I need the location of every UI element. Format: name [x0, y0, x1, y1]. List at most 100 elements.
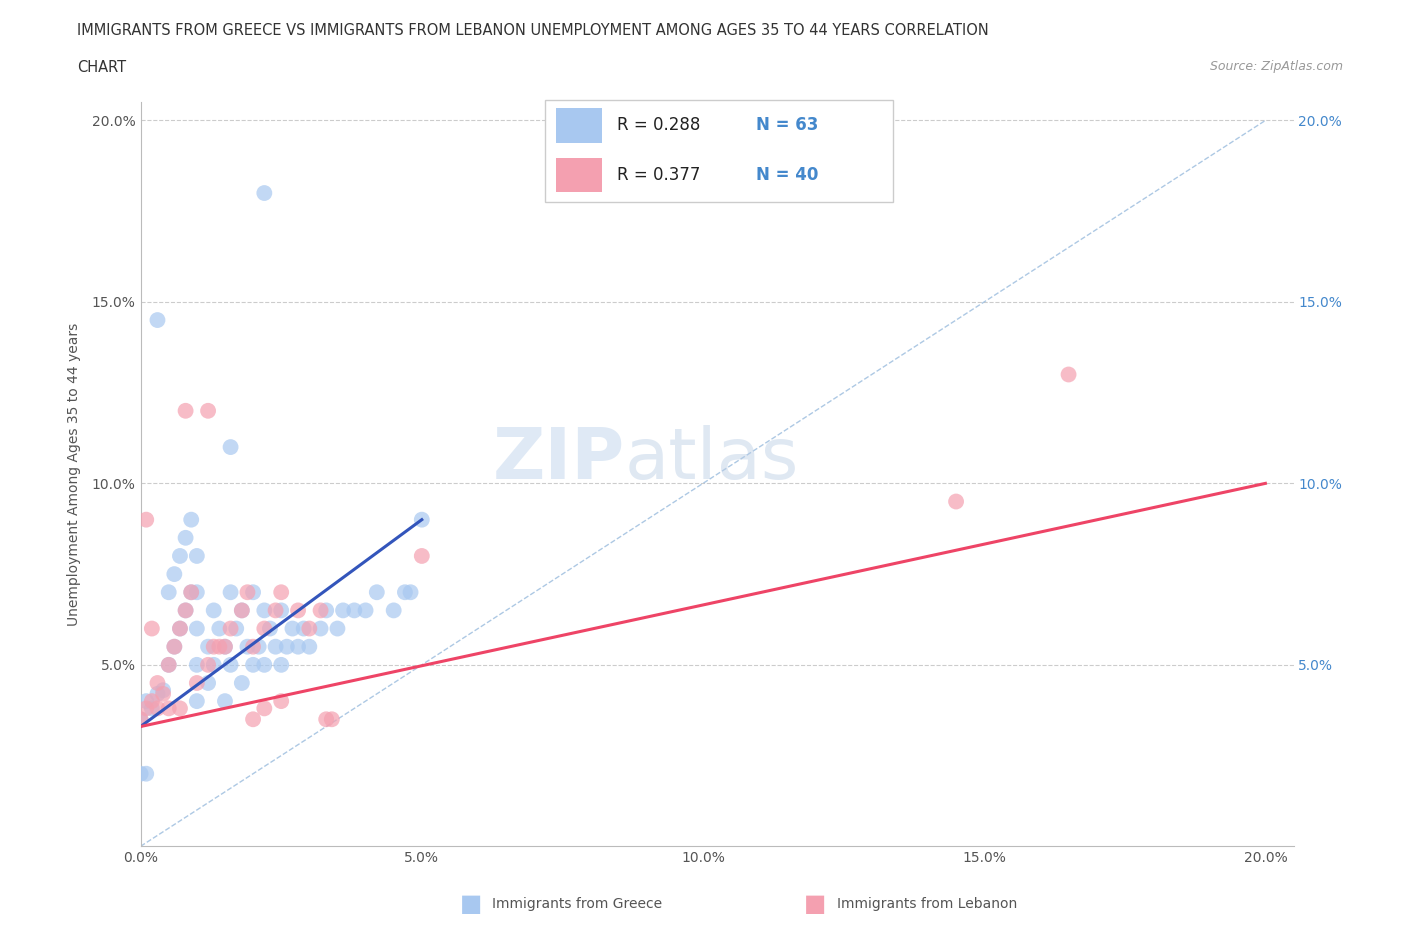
Point	[202, 658, 225, 672]
Point	[157, 658, 180, 672]
Point	[298, 639, 321, 654]
Point	[197, 658, 219, 672]
Text: ■: ■	[460, 892, 482, 916]
Point	[382, 603, 405, 618]
Text: R = 0.377: R = 0.377	[617, 166, 700, 183]
Point	[186, 675, 208, 690]
Point	[146, 701, 169, 716]
Point	[399, 585, 422, 600]
Point	[169, 621, 191, 636]
Point	[163, 566, 186, 581]
Point	[152, 683, 174, 698]
Point	[214, 639, 236, 654]
Point	[141, 701, 163, 716]
Point	[315, 711, 337, 726]
Point	[247, 639, 270, 654]
Point	[169, 701, 191, 716]
Point	[253, 186, 276, 201]
Point	[135, 766, 157, 781]
Point	[298, 621, 321, 636]
Point	[169, 549, 191, 564]
Point	[219, 621, 242, 636]
Text: IMMIGRANTS FROM GREECE VS IMMIGRANTS FROM LEBANON UNEMPLOYMENT AMONG AGES 35 TO : IMMIGRANTS FROM GREECE VS IMMIGRANTS FRO…	[77, 23, 988, 38]
Point	[242, 585, 264, 600]
Point	[259, 621, 281, 636]
Point	[197, 639, 219, 654]
Point	[135, 694, 157, 709]
Point	[219, 585, 242, 600]
Point	[186, 694, 208, 709]
Bar	[555, 157, 602, 192]
Point	[129, 766, 152, 781]
Point	[152, 686, 174, 701]
Point	[146, 675, 169, 690]
Point	[236, 585, 259, 600]
Point	[129, 711, 152, 726]
Point	[253, 701, 276, 716]
Point	[276, 639, 298, 654]
Point	[135, 701, 157, 716]
Point	[366, 585, 388, 600]
Text: N = 63: N = 63	[756, 116, 818, 135]
Point	[281, 621, 304, 636]
Point	[214, 694, 236, 709]
Point	[186, 658, 208, 672]
Point	[174, 603, 197, 618]
Point	[180, 585, 202, 600]
Point	[231, 603, 253, 618]
Point	[309, 621, 332, 636]
Point	[180, 585, 202, 600]
Point	[242, 658, 264, 672]
Point	[146, 312, 169, 327]
Point	[270, 694, 292, 709]
Point	[197, 404, 219, 418]
Point	[394, 585, 416, 600]
Y-axis label: Unemployment Among Ages 35 to 44 years: Unemployment Among Ages 35 to 44 years	[66, 323, 80, 626]
Point	[197, 675, 219, 690]
Point	[219, 440, 242, 455]
Point	[169, 621, 191, 636]
Text: atlas: atlas	[624, 425, 799, 494]
Point	[231, 603, 253, 618]
Point	[141, 621, 163, 636]
Point	[945, 494, 967, 509]
Point	[242, 711, 264, 726]
Point	[270, 603, 292, 618]
Point	[332, 603, 354, 618]
Point	[264, 603, 287, 618]
Point	[214, 639, 236, 654]
Point	[208, 639, 231, 654]
Text: N = 40: N = 40	[756, 166, 818, 183]
Point	[186, 549, 208, 564]
Text: Immigrants from Greece: Immigrants from Greece	[492, 897, 662, 911]
Point	[411, 549, 433, 564]
Point	[253, 621, 276, 636]
Point	[270, 658, 292, 672]
Point	[343, 603, 366, 618]
Point	[163, 639, 186, 654]
Point	[174, 404, 197, 418]
Point	[315, 603, 337, 618]
Point	[253, 603, 276, 618]
Point	[321, 711, 343, 726]
Point	[1057, 367, 1080, 382]
Point	[163, 639, 186, 654]
Point	[174, 530, 197, 545]
Text: R = 0.288: R = 0.288	[617, 116, 700, 135]
Point	[225, 621, 247, 636]
Point	[287, 603, 309, 618]
Point	[202, 639, 225, 654]
Point	[270, 585, 292, 600]
Bar	[555, 108, 602, 142]
Point	[141, 694, 163, 709]
Point	[129, 711, 152, 726]
Text: CHART: CHART	[77, 60, 127, 75]
Point	[326, 621, 349, 636]
Point	[287, 639, 309, 654]
Point	[135, 512, 157, 527]
Point	[174, 603, 197, 618]
Text: ZIP: ZIP	[492, 425, 624, 494]
Point	[253, 658, 276, 672]
Point	[264, 639, 287, 654]
Point	[219, 658, 242, 672]
